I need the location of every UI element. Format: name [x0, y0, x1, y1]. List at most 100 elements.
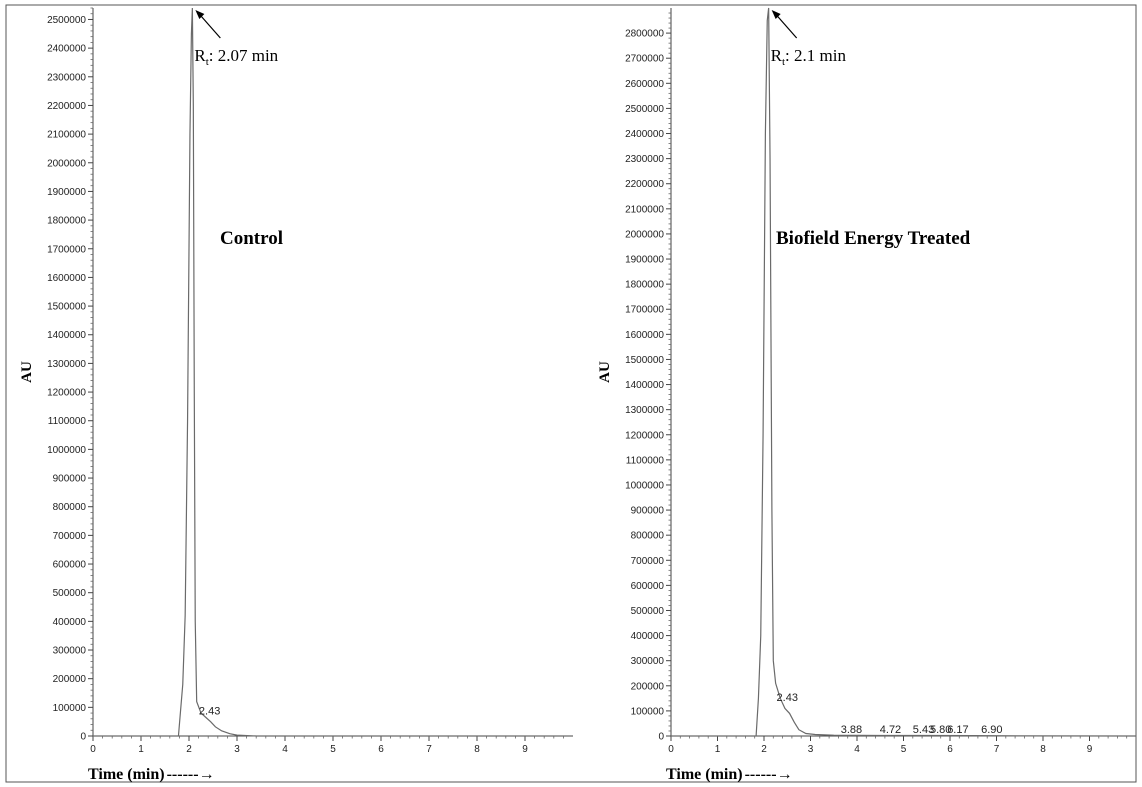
- y-tick-label: 1200000: [47, 388, 86, 399]
- y-tick-label: 2500000: [47, 15, 86, 26]
- y-tick-label: 1500000: [625, 355, 664, 366]
- y-tick-label: 1400000: [625, 380, 664, 391]
- peak-label: 6.90: [981, 724, 1002, 736]
- x-tick-label: 6: [378, 744, 384, 755]
- x-tick-label: 7: [426, 744, 432, 755]
- y-tick-label: 500000: [53, 588, 87, 599]
- peak-label: 3.88: [841, 724, 862, 736]
- y-tick-label: 400000: [631, 631, 665, 642]
- y-tick-label: 1900000: [625, 255, 664, 266]
- x-axis-title: Time (min) ------→: [88, 766, 215, 783]
- x-tick-label: 8: [1040, 744, 1046, 755]
- y-tick-label: 2400000: [47, 44, 86, 55]
- retention-arrow-head: [195, 10, 205, 19]
- y-tick-label: 2000000: [625, 229, 664, 240]
- y-tick-label: 600000: [631, 581, 665, 592]
- y-tick-label: 1000000: [47, 445, 86, 456]
- peak-label: 6.17: [947, 724, 968, 736]
- y-tick-label: 200000: [631, 681, 665, 692]
- y-tick-label: 1300000: [47, 359, 86, 370]
- y-tick-label: 2200000: [625, 179, 664, 190]
- x-tick-label: 4: [282, 744, 288, 755]
- x-tick-label: 4: [854, 744, 860, 755]
- x-tick-label: 5: [901, 744, 907, 755]
- x-tick-label: 0: [668, 744, 674, 755]
- y-tick-label: 100000: [631, 706, 665, 717]
- y-tick-label: 200000: [53, 674, 87, 685]
- y-tick-label: 2300000: [47, 72, 86, 83]
- retention-time-label: Rt: 2.1 min: [771, 46, 847, 68]
- x-tick-label: 5: [330, 744, 336, 755]
- retention-arrow-shaft: [197, 12, 221, 39]
- retention-arrow-shaft: [774, 12, 798, 39]
- y-tick-label: 1700000: [625, 305, 664, 316]
- y-tick-label: 2100000: [625, 204, 664, 215]
- y-tick-label: 1700000: [47, 244, 86, 255]
- peak-label: 4.72: [880, 724, 901, 736]
- y-tick-label: 400000: [53, 617, 87, 628]
- peak-label: 5.80: [930, 724, 951, 736]
- peak-label: 2.43: [777, 692, 798, 704]
- x-tick-label: 6: [947, 744, 953, 755]
- y-axis-title: AU: [19, 361, 35, 383]
- x-tick-label: 9: [1087, 744, 1093, 755]
- x-tick-label: 9: [522, 744, 528, 755]
- y-axis-title: AU: [597, 361, 613, 383]
- x-tick-label: 1: [138, 744, 144, 755]
- y-tick-label: 1100000: [48, 416, 87, 427]
- y-tick-label: 1800000: [625, 280, 664, 291]
- y-tick-label: 800000: [631, 531, 665, 542]
- x-tick-label: 7: [994, 744, 1000, 755]
- y-tick-label: 700000: [631, 556, 665, 567]
- y-tick-label: 2300000: [625, 154, 664, 165]
- y-tick-label: 900000: [53, 474, 87, 485]
- y-tick-label: 2400000: [625, 129, 664, 140]
- y-tick-label: 900000: [631, 506, 665, 517]
- x-tick-label: 8: [474, 744, 480, 755]
- treated-chart-panel: 0 100000 200000 300000 400000 500000 600000 700…: [597, 7, 1137, 783]
- y-tick-label: 1200000: [625, 430, 664, 441]
- chart-label: Control: [220, 228, 283, 249]
- x-tick-label: 2: [761, 744, 767, 755]
- chart-label: Biofield Energy Treated: [776, 228, 971, 249]
- y-tick-label: 500000: [631, 606, 665, 617]
- y-tick-label: 2600000: [625, 79, 664, 90]
- y-tick-label: 2100000: [47, 130, 86, 141]
- y-tick-label: 300000: [53, 646, 87, 657]
- y-tick-label: 1500000: [47, 302, 86, 313]
- y-tick-label: 1000000: [625, 480, 664, 491]
- x-tick-label: 3: [234, 744, 240, 755]
- chromatogram-trace: [671, 7, 1137, 737]
- y-tick-label: 0: [658, 732, 664, 743]
- y-tick-label: 800000: [53, 502, 87, 513]
- y-tick-label: 2000000: [47, 158, 86, 169]
- y-tick-label: 1900000: [47, 187, 86, 198]
- retention-arrow-head: [771, 10, 781, 19]
- y-tick-label: 2700000: [625, 54, 664, 65]
- y-tick-label: 2500000: [625, 104, 664, 115]
- figure-border: [5, 4, 1137, 783]
- y-tick-label: 100000: [53, 703, 87, 714]
- y-tick-label: 2200000: [47, 101, 86, 112]
- y-tick-label: 1100000: [626, 455, 665, 466]
- peak-label: 5.43: [913, 724, 934, 736]
- x-axis-title: Time (min) ------→: [666, 766, 793, 783]
- y-tick-label: 600000: [53, 560, 87, 571]
- y-tick-label: 700000: [53, 531, 87, 542]
- y-tick-label: 1800000: [47, 216, 86, 227]
- y-tick-label: 2800000: [625, 29, 664, 40]
- y-tick-label: 1300000: [625, 405, 664, 416]
- y-tick-label: 300000: [631, 656, 665, 667]
- y-tick-label: 1400000: [47, 330, 86, 341]
- x-tick-label: 1: [715, 744, 721, 755]
- y-tick-label: 1600000: [47, 273, 86, 284]
- control-chart-panel: 0 100000 200000 300000 400000 500000 600000 700…: [19, 7, 573, 783]
- retention-time-label: Rt: 2.07 min: [194, 46, 278, 68]
- chromatogram-trace: [93, 7, 573, 737]
- y-tick-label: 1600000: [625, 330, 664, 341]
- x-tick-label: 0: [90, 744, 96, 755]
- y-tick-label: 0: [80, 732, 86, 743]
- peak-label: 2.43: [199, 706, 220, 718]
- x-tick-label: 2: [186, 744, 192, 755]
